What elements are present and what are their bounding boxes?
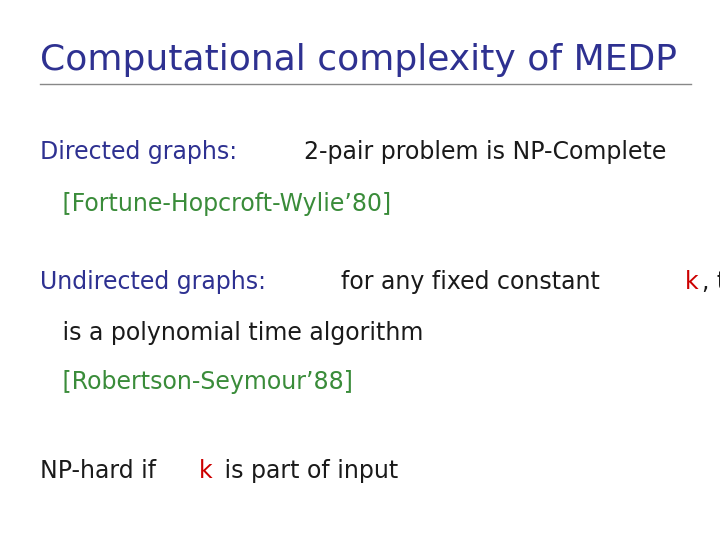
Text: Computational complexity of MEDP: Computational complexity of MEDP (40, 43, 677, 77)
Text: is a polynomial time algorithm: is a polynomial time algorithm (40, 321, 423, 345)
Text: for any fixed constant: for any fixed constant (341, 270, 607, 294)
Text: NP-hard if: NP-hard if (40, 459, 163, 483)
Text: [Fortune-Hopcroft-Wylie’80]: [Fortune-Hopcroft-Wylie’80] (40, 192, 391, 215)
Text: , there: , there (702, 270, 720, 294)
Text: Undirected graphs:: Undirected graphs: (40, 270, 273, 294)
Text: 2-pair problem is NP-Complete: 2-pair problem is NP-Complete (304, 140, 666, 164)
Text: is part of input: is part of input (217, 459, 398, 483)
Text: [Robertson-Seymour’88]: [Robertson-Seymour’88] (40, 370, 353, 394)
Text: k: k (685, 270, 698, 294)
Text: Directed graphs:: Directed graphs: (40, 140, 244, 164)
Text: k: k (199, 459, 212, 483)
